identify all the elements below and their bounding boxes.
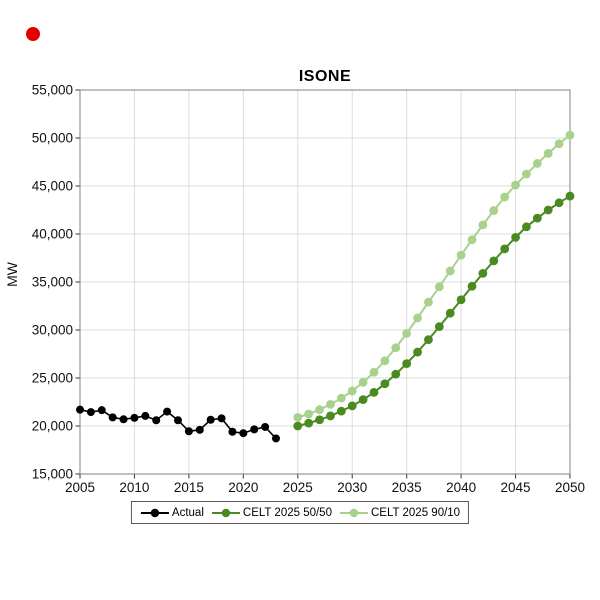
svg-text:20,000: 20,000 <box>32 419 73 434</box>
axis-ticks <box>75 89 571 479</box>
legend-label: CELT 2025 90/10 <box>370 506 461 519</box>
svg-text:35,000: 35,000 <box>32 275 73 290</box>
svg-text:2005: 2005 <box>65 480 95 495</box>
svg-text:2010: 2010 <box>119 480 149 495</box>
svg-text:40,000: 40,000 <box>32 227 73 242</box>
svg-text:2035: 2035 <box>392 480 422 495</box>
series-actual <box>76 405 280 443</box>
svg-text:2050: 2050 <box>555 480 585 495</box>
svg-text:2020: 2020 <box>228 480 258 495</box>
svg-text:2040: 2040 <box>446 480 476 495</box>
legend-label: CELT 2025 50/50 <box>242 506 332 519</box>
svg-text:45,000: 45,000 <box>32 179 73 194</box>
legend: Actual CELT 2025 50/50 CELT 2025 90/10 <box>130 501 470 524</box>
legend-marker-celt-2025-50-50 <box>211 508 240 517</box>
series-celt-2025-90-10 <box>293 130 575 422</box>
svg-text:50,000: 50,000 <box>32 131 73 146</box>
chart-title: ISONE <box>298 68 352 85</box>
svg-text:2045: 2045 <box>501 480 531 495</box>
svg-text:30,000: 30,000 <box>32 323 73 338</box>
svg-text:25,000: 25,000 <box>32 371 73 386</box>
y-tick-labels: 15,000 20,000 25,000 30,000 35,000 40,000 45,0… <box>32 83 73 482</box>
x-tick-labels: 2005 2010 2015 2020 2025 2030 2035 2040 2045 2050 <box>65 480 585 495</box>
svg-text:2015: 2015 <box>174 480 204 495</box>
svg-text:2025: 2025 <box>283 480 313 495</box>
legend-item-celt-2025-50-50: CELT 2025 50/50 <box>211 507 332 519</box>
gridlines <box>79 89 571 475</box>
svg-text:15,000: 15,000 <box>32 467 73 482</box>
legend-item-actual: Actual <box>140 507 204 519</box>
plot-box <box>79 89 571 475</box>
legend-marker-actual <box>140 508 169 517</box>
svg-text:55,000: 55,000 <box>32 83 73 98</box>
red-dot-icon <box>26 27 40 41</box>
svg-text:2030: 2030 <box>337 480 367 495</box>
legend-item-celt-2025-90-10: CELT 2025 90/10 <box>339 507 460 519</box>
legend-marker-celt-2025-90-10 <box>339 508 368 517</box>
legend-label: Actual <box>171 506 204 519</box>
series-celt-2025-50-50 <box>293 191 575 431</box>
